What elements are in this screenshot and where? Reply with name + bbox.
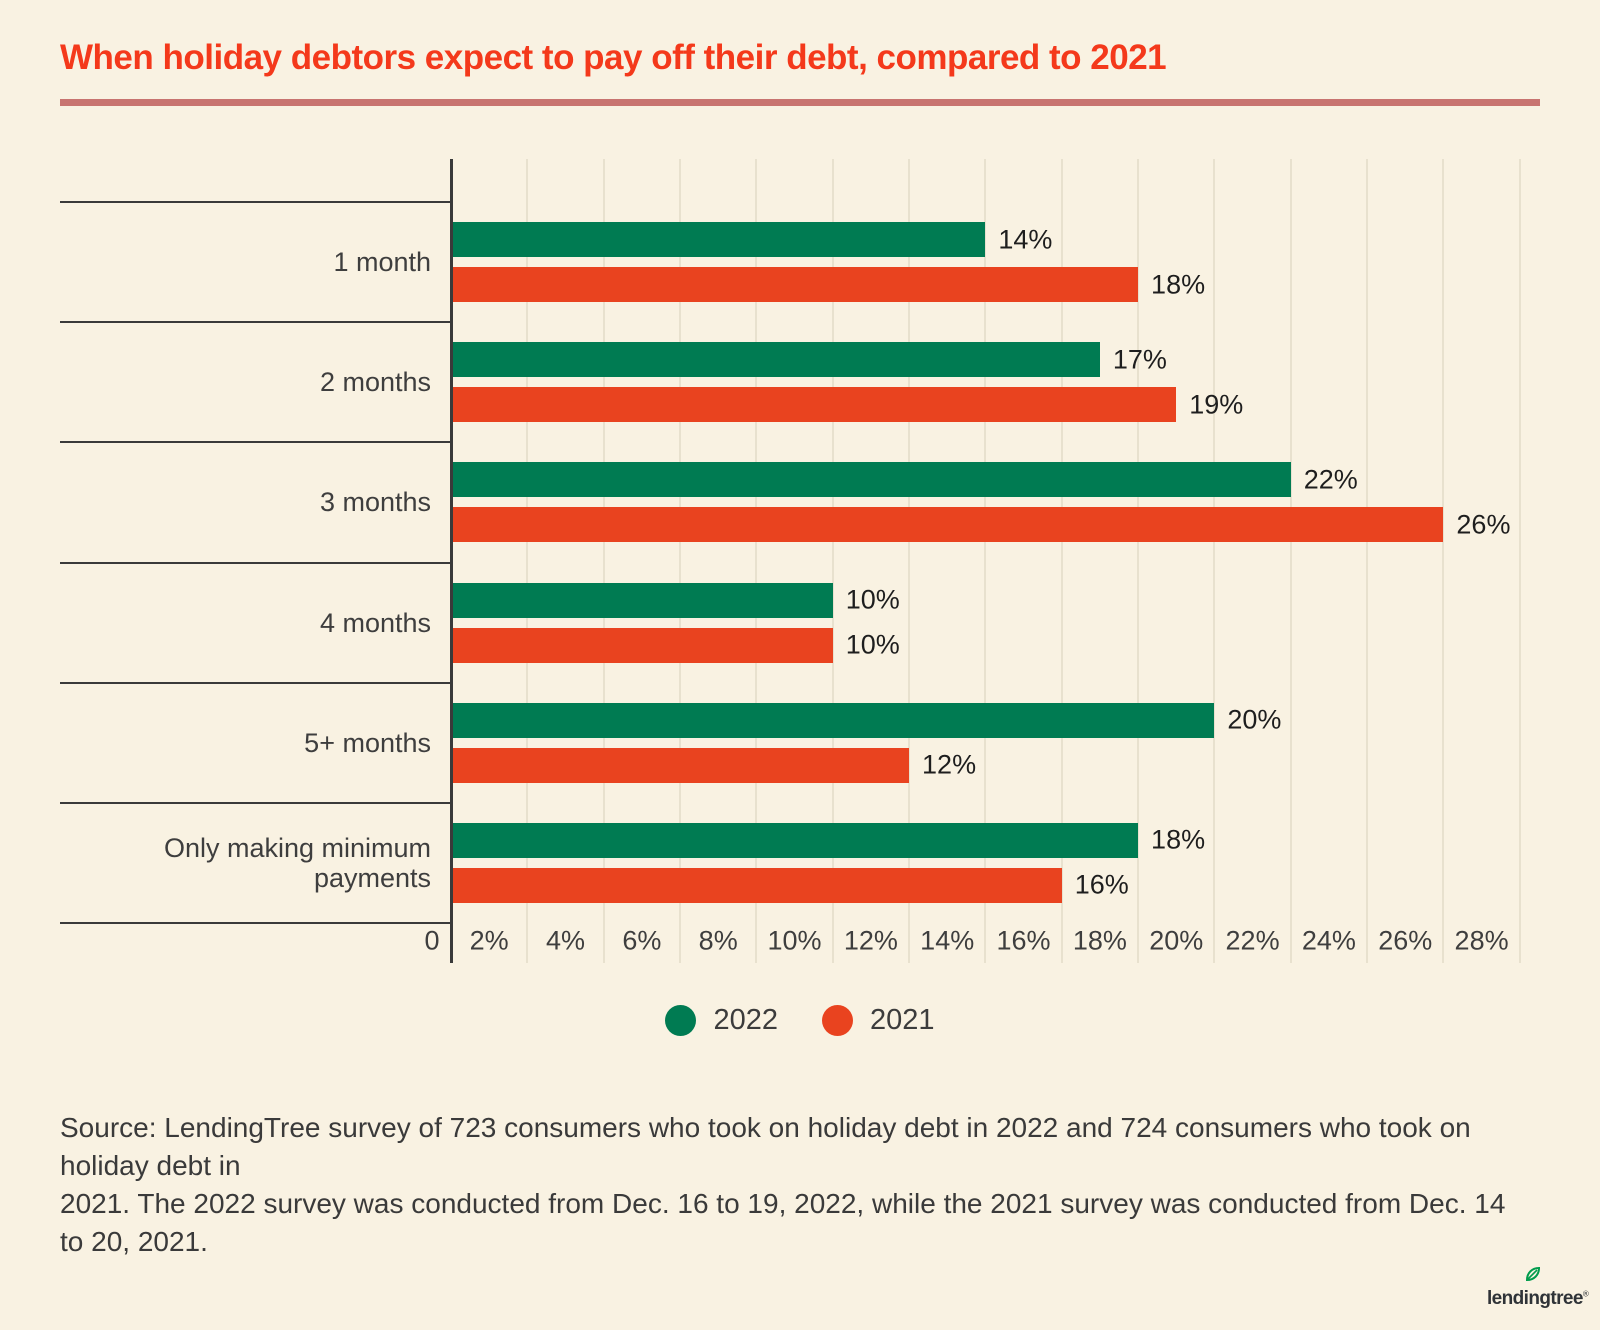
gridline [1137, 159, 1140, 963]
gridline [1060, 159, 1063, 963]
gridline [984, 159, 987, 963]
x-tick-label: 18% [1072, 925, 1127, 956]
x-tick-label: 16% [996, 925, 1051, 956]
bar-value-label: 17% [1112, 344, 1167, 375]
lendingtree-logo-text: lendingtree® [1487, 1266, 1589, 1310]
bar-2022 [451, 462, 1291, 498]
x-tick-label: 20% [1149, 925, 1204, 956]
x-tick-label: 10% [767, 925, 822, 956]
category-label: 4 months [319, 607, 431, 638]
bar-2021 [451, 267, 1139, 302]
x-tick-label: 4% [545, 925, 586, 956]
bar-2022 [451, 822, 1139, 858]
bar-value-label: 18% [1151, 824, 1206, 855]
bar-2021 [451, 627, 833, 663]
category-label: 2 months [319, 367, 431, 398]
lendingtree-logo: lendingtree® [1487, 1266, 1589, 1310]
source-note: Source: LendingTree survey of 723 consum… [60, 1109, 1530, 1261]
gridline [602, 159, 605, 963]
source-line-1: Source: LendingTree survey of 723 consum… [60, 1112, 1471, 1181]
bar-2022 [451, 342, 1100, 378]
bar-value-label: 20% [1227, 704, 1282, 735]
gridline [908, 159, 911, 963]
legend-item-2021: 2021 [822, 1004, 935, 1037]
bar-value-label: 10% [845, 584, 900, 615]
source-line-2: 2021. The 2022 survey was conducted from… [60, 1188, 1506, 1257]
gridline [679, 159, 682, 963]
x-tick-label: 26% [1378, 925, 1433, 956]
x-tick-label: 22% [1225, 925, 1280, 956]
x-tick-label: 6% [622, 925, 662, 956]
bar-value-label: 14% [998, 224, 1053, 254]
bar-value-label: 12% [922, 749, 977, 780]
chart-legend: 2022 2021 [0, 1004, 1600, 1037]
row-separator [60, 561, 452, 564]
registered-mark: ® [1582, 1289, 1589, 1299]
x-tick-label: 12% [843, 925, 898, 956]
bar-value-label: 10% [845, 629, 900, 660]
bar-2021 [451, 507, 1444, 543]
legend-label: 2022 [713, 1004, 778, 1036]
title-rule [60, 99, 1540, 106]
gridline [1213, 159, 1216, 963]
x-tick-label: 0 [424, 925, 440, 956]
bar-2021 [451, 867, 1062, 903]
category-label: 5+ months [304, 727, 431, 758]
row-separator [60, 801, 452, 804]
category-label: 1 month [333, 247, 431, 278]
gridline [1442, 159, 1445, 963]
bar-2022 [451, 702, 1215, 738]
gridline [526, 159, 529, 963]
bar-value-label: 19% [1189, 389, 1244, 420]
bar-value-label: 26% [1456, 509, 1511, 540]
bar-2021 [451, 747, 910, 783]
x-tick-label: 28% [1454, 925, 1509, 956]
legend-label: 2021 [870, 1004, 935, 1036]
legend-item-2022: 2022 [665, 1004, 778, 1037]
gridline [1289, 159, 1292, 963]
gridline [1366, 159, 1369, 963]
leaf-icon [1525, 1266, 1541, 1282]
legend-swatch-2022 [665, 1005, 697, 1036]
x-tick-label: 2% [469, 925, 509, 956]
legend-swatch-2021 [822, 1005, 853, 1036]
category-label: 3 months [319, 487, 431, 518]
category-label: Only making minimum payments [163, 832, 431, 893]
y-axis-line [449, 159, 453, 963]
x-tick-label: 8% [698, 925, 738, 956]
gridline [755, 159, 758, 963]
x-tick-label: 24% [1301, 925, 1356, 956]
row-separator [60, 681, 452, 684]
bar-value-label: 16% [1074, 869, 1129, 900]
bar-2021 [451, 387, 1177, 423]
bar-2022 [451, 222, 986, 257]
bar-2022 [451, 582, 833, 618]
bar-value-label: 22% [1303, 464, 1358, 495]
bar-value-label: 18% [1151, 269, 1206, 299]
row-separator [60, 441, 452, 444]
gridline [831, 159, 834, 963]
row-separator [60, 201, 452, 203]
x-tick-label: 14% [920, 925, 975, 956]
row-separator [60, 321, 452, 324]
gridline [1518, 159, 1521, 963]
chart-title: When holiday debtors expect to pay off t… [60, 38, 1167, 77]
row-separator [60, 922, 452, 925]
